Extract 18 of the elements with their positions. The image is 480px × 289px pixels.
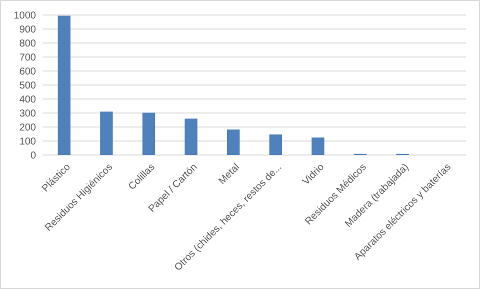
bar bbox=[227, 130, 240, 155]
y-tick-label: 1000 bbox=[14, 10, 36, 22]
y-tick-label: 900 bbox=[19, 24, 36, 36]
y-tick-label: 800 bbox=[19, 38, 36, 50]
y-tick-label: 600 bbox=[19, 66, 36, 78]
y-tick-label: 300 bbox=[19, 108, 36, 120]
y-tick-label: 200 bbox=[19, 122, 36, 134]
bar bbox=[184, 118, 198, 155]
y-tick-label: 700 bbox=[19, 52, 36, 64]
bar bbox=[142, 112, 156, 155]
bar bbox=[312, 138, 324, 155]
y-tick-label: 0 bbox=[30, 150, 36, 162]
bar bbox=[58, 16, 70, 155]
y-tick-label: 400 bbox=[19, 94, 36, 106]
y-tick-label: 100 bbox=[19, 136, 36, 148]
bar bbox=[100, 112, 113, 155]
y-tick-label: 500 bbox=[19, 80, 36, 92]
bar bbox=[269, 134, 282, 155]
